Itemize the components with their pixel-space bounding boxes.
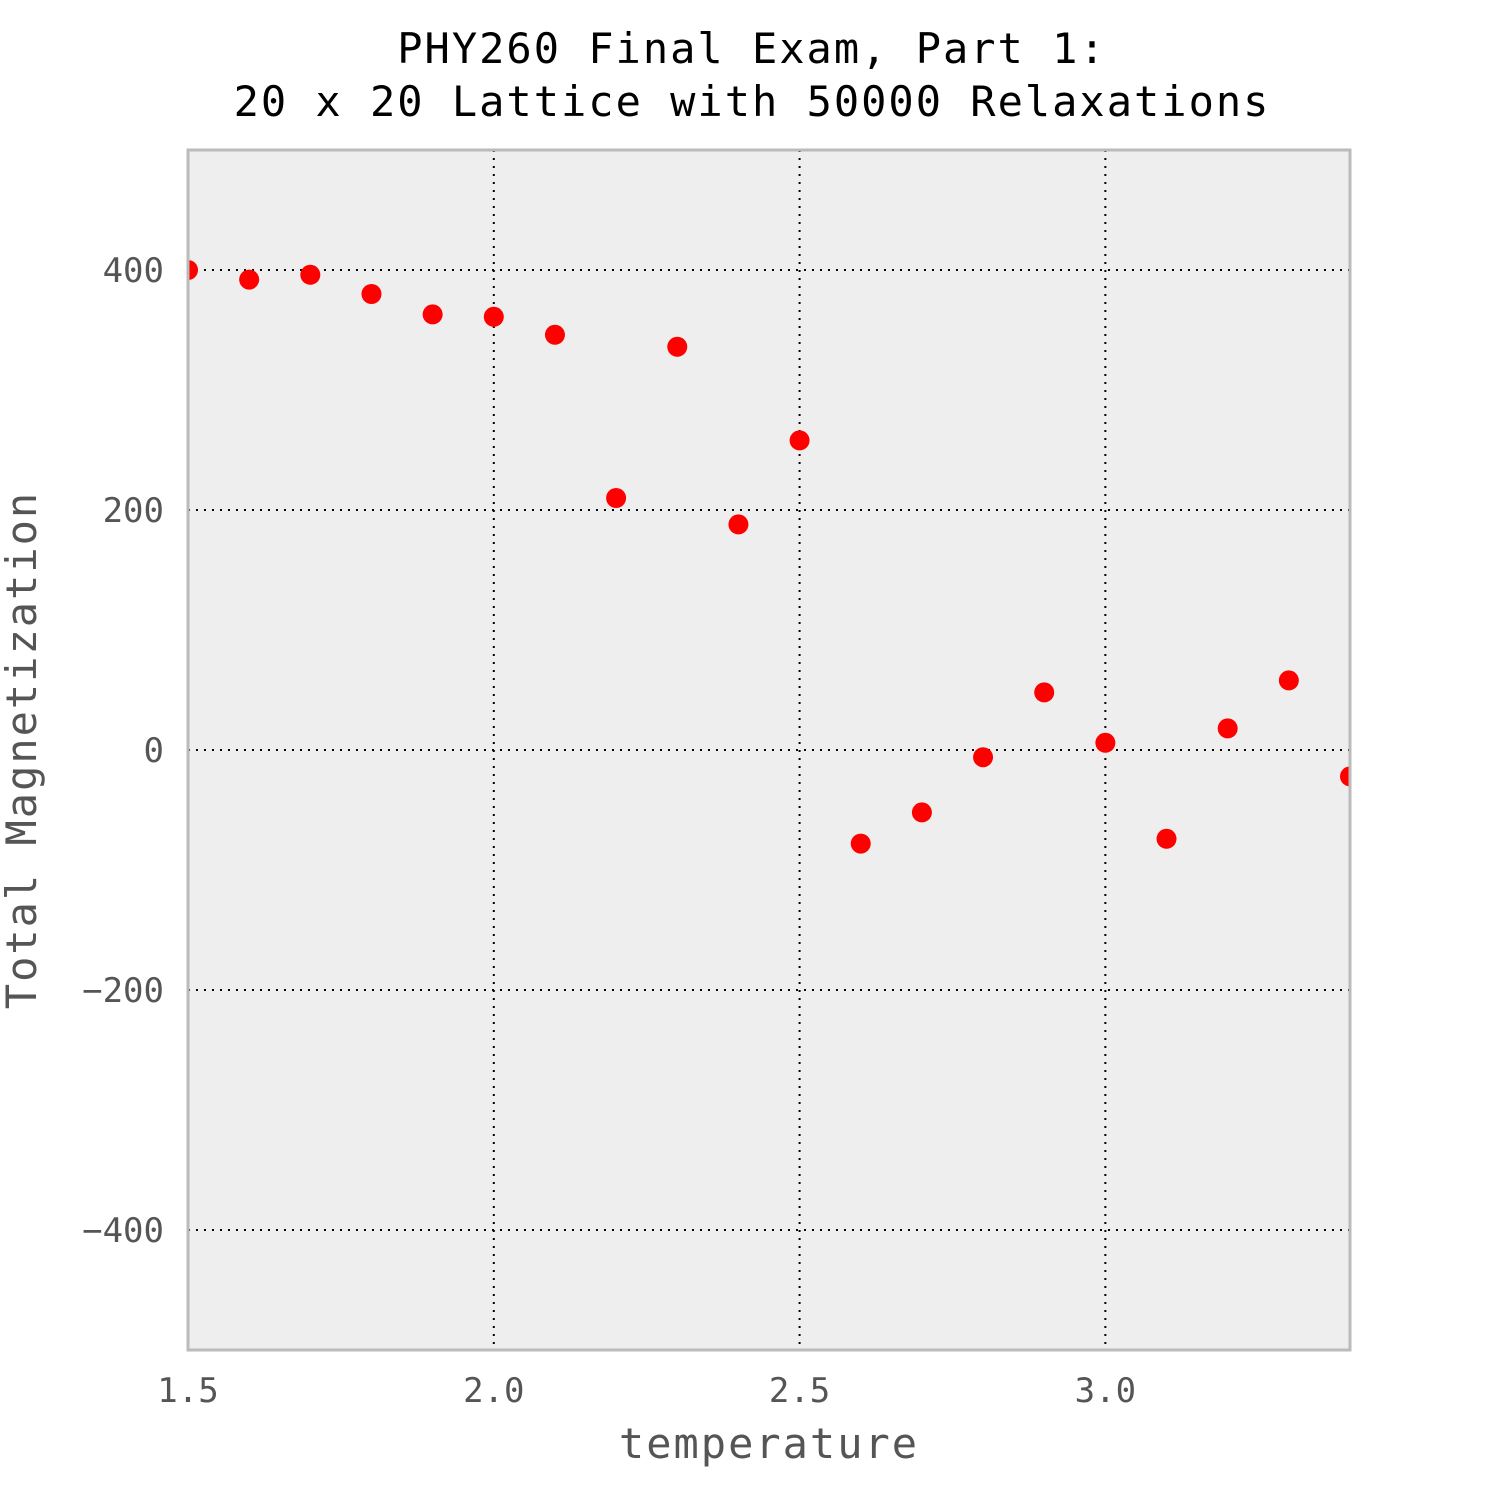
data-point: [361, 284, 382, 304]
data-point: [483, 306, 504, 327]
y-tick-label: −200: [82, 971, 164, 1011]
data-point: [728, 514, 749, 535]
plot-frame: [186, 148, 1352, 1352]
x-tick-label: 3.0: [1075, 1371, 1136, 1411]
data-point: [850, 833, 871, 854]
data-point: [789, 430, 810, 451]
data-point: [1095, 732, 1116, 753]
data-point: [911, 802, 932, 823]
data-point: [239, 269, 260, 290]
data-point: [1156, 828, 1177, 849]
chart-title-line-1: PHY260 Final Exam, Part 1:: [397, 24, 1106, 73]
x-tick-label: 2.0: [463, 1371, 524, 1411]
data-point: [1278, 670, 1299, 691]
data-point: [1034, 682, 1055, 703]
data-point: [606, 488, 627, 508]
data-point: [544, 324, 565, 345]
y-tick-label: 0: [144, 731, 164, 771]
y-tick-label: −400: [82, 1211, 164, 1251]
x-tick-label: 2.5: [769, 1371, 830, 1411]
chart-title-line-2: 20 x 20 Lattice with 50000 Relaxations: [234, 77, 1271, 126]
x-tick-label: 1.5: [157, 1371, 218, 1411]
y-tick-labels: 400 200 0 −200 −400: [82, 251, 164, 1251]
y-axis-label: Total Magnetization: [0, 491, 46, 1009]
data-points: [188, 260, 1350, 854]
y-tick-label: 200: [103, 491, 164, 531]
data-point: [667, 336, 688, 357]
y-tick-label: 400: [103, 251, 164, 291]
x-axis-label: temperature: [619, 1419, 919, 1468]
data-point: [422, 304, 443, 325]
plot-area: [188, 150, 1350, 1350]
data-point: [1340, 766, 1350, 787]
data-point: [188, 260, 198, 280]
data-point: [973, 747, 994, 768]
data-point: [300, 264, 321, 285]
data-point: [1217, 718, 1238, 739]
x-tick-labels: 1.5 2.0 2.5 3.0: [157, 1371, 1136, 1411]
